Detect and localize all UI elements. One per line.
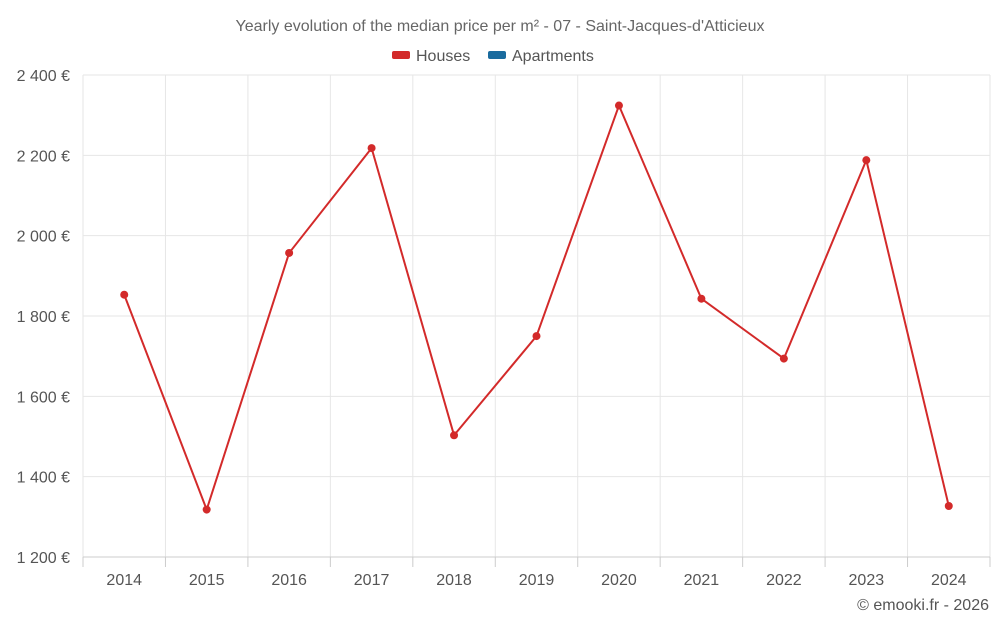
y-tick-label: 1 600 € (17, 389, 70, 406)
data-point-houses[interactable] (614, 101, 623, 110)
data-point-houses[interactable] (862, 156, 871, 165)
y-tick-label: 1 400 € (17, 470, 70, 487)
x-tick-label: 2021 (684, 572, 720, 589)
data-point-houses[interactable] (450, 431, 459, 440)
y-gridlines (83, 74, 990, 478)
x-axis-ticks: 2014 2015 2016 2017 2018 2019 2020 2021 2022 2023… (82, 557, 991, 589)
series-layer (120, 101, 953, 514)
legend-swatch-houses (392, 51, 410, 59)
legend-item-apartments[interactable]: Apartments (488, 48, 594, 65)
legend-label-houses: Houses (416, 48, 470, 65)
x-tick-label: 2017 (354, 572, 390, 589)
x-tick-label: 2020 (601, 572, 637, 589)
legend-item-houses[interactable]: Houses (392, 48, 470, 65)
data-point-houses[interactable] (367, 144, 376, 153)
x-tick-label: 2018 (436, 572, 472, 589)
y-tick-label: 2 400 € (17, 68, 70, 85)
y-tick-label: 1 200 € (17, 550, 70, 567)
data-point-houses[interactable] (779, 354, 788, 363)
y-tick-label: 2 200 € (17, 148, 70, 165)
y-axis-ticks: 2 400 € 2 200 € 2 000 € 1 800 € 1 600 € 1 400… (17, 68, 70, 567)
legend-label-apartments: Apartments (512, 48, 594, 65)
credit-text: © emooki.fr - 2026 (857, 597, 989, 614)
data-point-houses[interactable] (285, 248, 294, 257)
x-tick-label: 2016 (271, 572, 307, 589)
x-tick-label: 2024 (931, 572, 967, 589)
y-tick-label: 2 000 € (17, 229, 70, 246)
data-point-houses[interactable] (202, 505, 211, 514)
x-tick-label: 2023 (849, 572, 885, 589)
x-tick-label: 2022 (766, 572, 802, 589)
chart-title: Yearly evolution of the median price per… (236, 18, 765, 35)
data-point-houses[interactable] (697, 294, 706, 303)
y-tick-label: 1 800 € (17, 309, 70, 326)
data-point-houses[interactable] (944, 501, 953, 510)
legend: Houses Apartments (392, 48, 594, 65)
x-tick-label: 2015 (189, 572, 225, 589)
legend-swatch-apartments (488, 51, 506, 59)
x-tick-label: 2019 (519, 572, 555, 589)
x-tick-label: 2014 (106, 572, 142, 589)
data-point-houses[interactable] (532, 332, 541, 341)
data-point-houses[interactable] (120, 290, 129, 299)
x-gridlines (82, 75, 991, 557)
